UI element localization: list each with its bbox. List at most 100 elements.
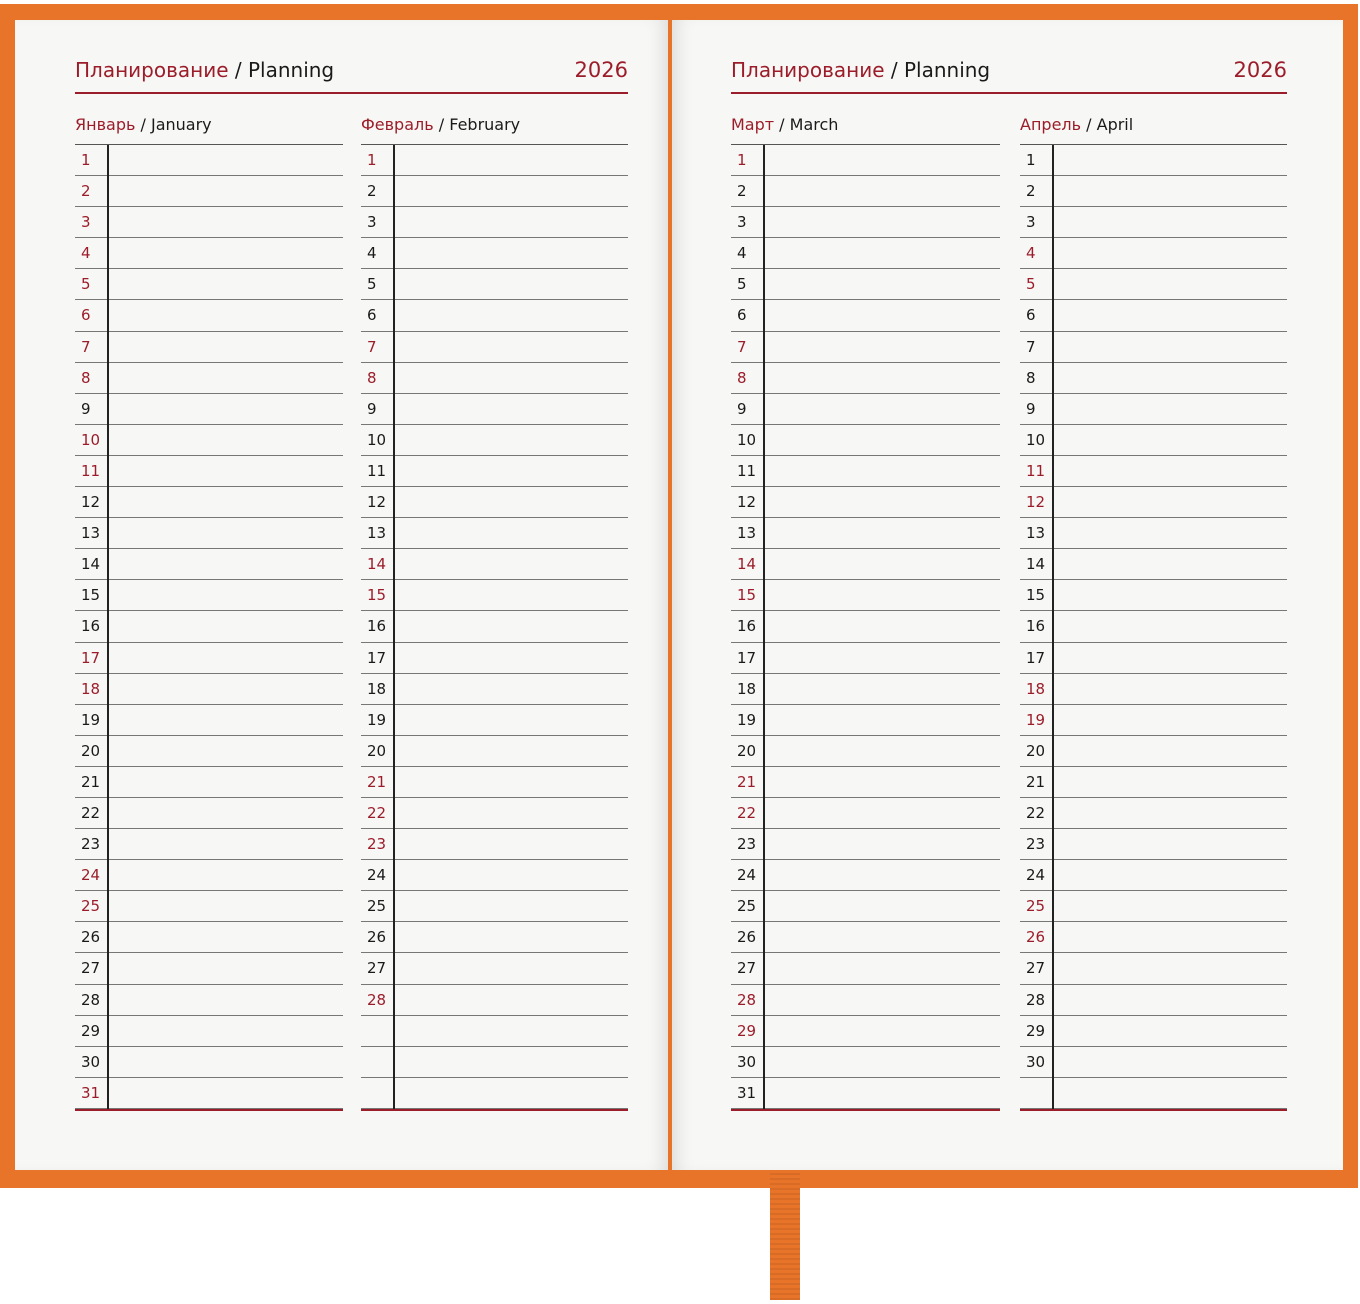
day-row: 12 — [75, 487, 343, 519]
day-row: 7 — [75, 332, 343, 363]
day-row: 20 — [1020, 736, 1287, 767]
day-row: 13 — [731, 518, 1000, 550]
day-row: 4 — [75, 238, 343, 270]
day-number: 18 — [737, 679, 757, 698]
month-name-en: / January — [135, 115, 212, 134]
day-number: 6 — [367, 306, 377, 325]
day-number: 21 — [81, 772, 101, 791]
day-number: 2 — [81, 182, 91, 201]
right-page: Планирование / Planning 2026 Март / Marc… — [672, 20, 1343, 1170]
day-number: 21 — [367, 772, 387, 791]
day-number: 31 — [737, 1083, 757, 1102]
day-number: 15 — [1026, 586, 1046, 605]
day-number: 22 — [367, 803, 387, 822]
day-row: 15 — [731, 580, 1000, 612]
day-number: 5 — [1026, 275, 1036, 294]
day-number: 21 — [1026, 772, 1046, 791]
day-row: 3 — [75, 207, 343, 239]
day-row: 14 — [731, 549, 1000, 581]
day-number: 3 — [1026, 213, 1036, 232]
day-number: 27 — [737, 959, 757, 978]
page-title: Планирование / Planning — [75, 58, 335, 82]
day-number: 10 — [367, 430, 387, 449]
month-name-ru: Март — [731, 115, 775, 134]
day-number: 8 — [1026, 368, 1036, 387]
day-row: 21 — [1020, 767, 1287, 798]
day-number: 15 — [81, 586, 101, 605]
day-number: 8 — [81, 368, 91, 387]
day-number: 23 — [367, 835, 387, 854]
day-row: 20 — [731, 736, 1000, 767]
day-row: 7 — [731, 332, 1000, 363]
day-row: 12 — [731, 487, 1000, 519]
day-row: 6 — [731, 300, 1000, 332]
day-row: 26 — [75, 922, 343, 954]
day-row: 19 — [75, 705, 343, 736]
day-row: 11 — [361, 456, 628, 488]
day-row: 18 — [75, 674, 343, 705]
day-number: 30 — [81, 1052, 101, 1071]
day-row: 26 — [731, 922, 1000, 954]
day-row: 29 — [1020, 1016, 1287, 1047]
day-row: 25 — [75, 891, 343, 923]
day-number: 19 — [1026, 710, 1046, 729]
day-row: 23 — [731, 829, 1000, 861]
day-row: 25 — [1020, 891, 1287, 923]
day-grid: 1 2 3 4 5 6 7 8 9 10 11 12 13 14 15 16 17 18 19 20 21 22 23 24 2… — [1020, 144, 1287, 1109]
day-row: 9 — [1020, 394, 1287, 425]
day-row: 28 — [361, 985, 628, 1016]
day-number: 26 — [367, 928, 387, 947]
day-row: 13 — [75, 518, 343, 550]
day-row: 11 — [731, 456, 1000, 488]
day-row: 2 — [731, 176, 1000, 208]
day-number: 3 — [81, 213, 91, 232]
day-number: 20 — [1026, 741, 1046, 760]
day-number: 14 — [81, 555, 101, 574]
bottom-rule — [361, 1108, 628, 1111]
day-row: 26 — [1020, 922, 1287, 954]
month-name-ru: Апрель — [1020, 115, 1082, 134]
day-row: 27 — [361, 953, 628, 985]
day-number: 25 — [737, 897, 757, 916]
day-number: 11 — [737, 461, 757, 480]
day-number: 24 — [81, 866, 101, 885]
day-row: 17 — [731, 643, 1000, 674]
day-row: 20 — [75, 736, 343, 767]
day-row: 7 — [1020, 332, 1287, 363]
day-number: 25 — [1026, 897, 1046, 916]
day-number: 18 — [1026, 679, 1046, 698]
day-row: 12 — [1020, 487, 1287, 519]
day-number: 16 — [737, 617, 757, 636]
bottom-rule — [731, 1108, 1000, 1111]
day-number: 28 — [737, 990, 757, 1009]
day-number: 16 — [367, 617, 387, 636]
day-number: 25 — [81, 897, 101, 916]
month-april: Апрель / April 1 2 3 4 5 6 7 8 9 10 11 12 13 14 15 16 17 1… — [1020, 112, 1287, 1111]
day-number: 7 — [367, 337, 377, 356]
day-row: 3 — [361, 207, 628, 239]
day-row: 5 — [361, 269, 628, 301]
month-name-en: / April — [1081, 115, 1134, 134]
day-row: 20 — [361, 736, 628, 767]
day-row: 15 — [361, 580, 628, 612]
day-number: 18 — [81, 679, 101, 698]
day-row: 31 — [731, 1078, 1000, 1109]
day-row: 8 — [361, 363, 628, 394]
day-row: 9 — [75, 394, 343, 425]
day-row: 10 — [75, 425, 343, 456]
left-page: Планирование / Planning 2026 Январь / Ja… — [15, 20, 668, 1170]
day-number: 7 — [81, 337, 91, 356]
day-number: 19 — [737, 710, 757, 729]
day-row: 1 — [361, 145, 628, 177]
month-name-en: / February — [433, 115, 521, 134]
day-row: 25 — [361, 891, 628, 923]
day-row: 23 — [361, 829, 628, 861]
day-number: 12 — [1026, 493, 1046, 512]
day-number: 22 — [737, 803, 757, 822]
day-number: 12 — [81, 493, 101, 512]
month-march: Март / March 1 2 3 4 5 6 7 8 9 10 11 12 13 14 15 16 17 18 1… — [731, 112, 1000, 1111]
month-title: Апрель / April — [1020, 112, 1287, 144]
day-number: 6 — [737, 306, 747, 325]
day-row: 14 — [361, 549, 628, 581]
day-number: 23 — [81, 835, 101, 854]
